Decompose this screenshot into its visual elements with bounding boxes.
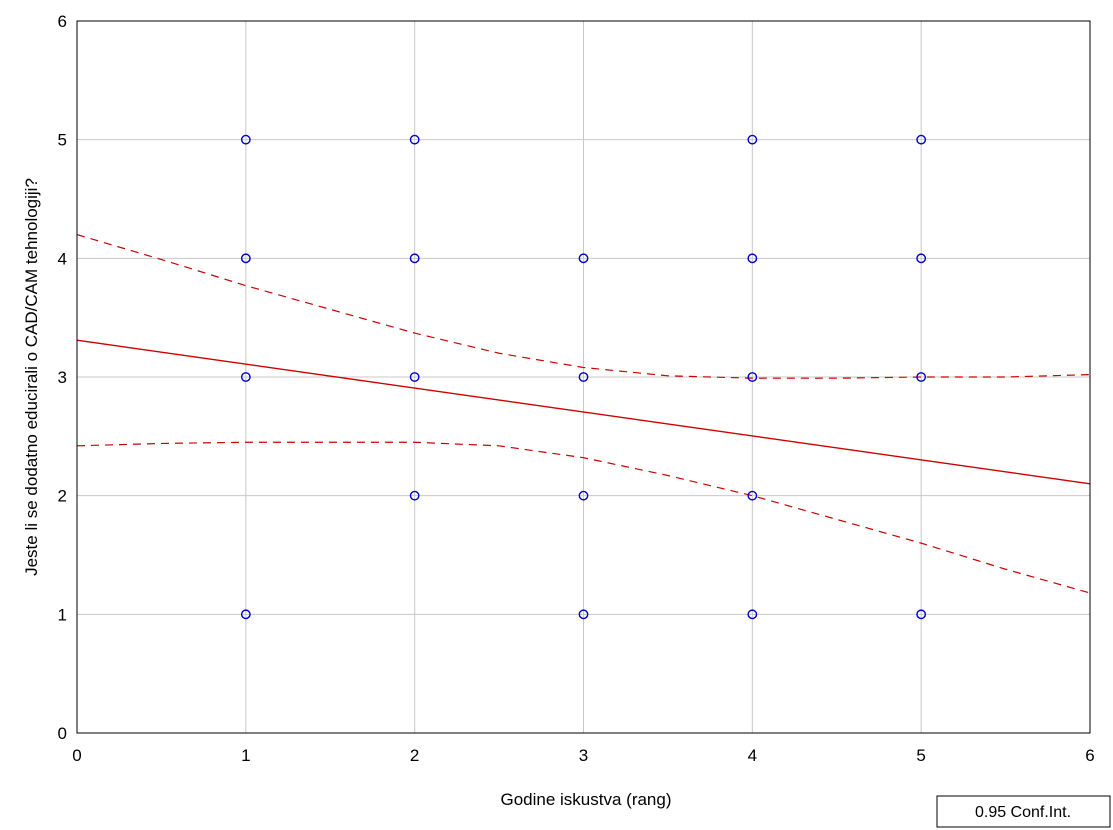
grid xyxy=(77,21,1090,733)
x-tick-label: 5 xyxy=(916,746,925,765)
data-point xyxy=(747,609,758,620)
y-tick-label: 1 xyxy=(58,605,67,624)
regression-line xyxy=(76,339,1091,485)
y-tick-label: 3 xyxy=(58,368,67,387)
legend: 0.95 Conf.Int. xyxy=(936,795,1111,828)
x-tick-label: 4 xyxy=(748,746,757,765)
x-tick-label: 3 xyxy=(579,746,588,765)
data-point xyxy=(747,372,758,382)
x-tick-label: 6 xyxy=(1085,746,1094,765)
data-point xyxy=(240,609,251,620)
ci-lower-line xyxy=(76,441,1091,594)
data-points xyxy=(240,134,927,620)
x-tick-label: 2 xyxy=(410,746,419,765)
data-point xyxy=(578,372,589,382)
plot-frame xyxy=(76,20,1091,734)
data-point xyxy=(409,253,420,264)
regression xyxy=(76,339,1091,485)
y-tick-label: 2 xyxy=(58,487,67,506)
y-tick-label: 0 xyxy=(58,724,67,743)
data-point xyxy=(916,609,927,620)
data-point xyxy=(578,609,589,620)
data-point xyxy=(578,253,589,264)
data-point xyxy=(409,134,420,145)
data-point xyxy=(747,490,758,501)
data-point xyxy=(916,134,927,145)
legend-frame xyxy=(936,795,1111,828)
legend-label: 0.95 Conf.Int. xyxy=(975,804,1071,821)
y-tick-label: 6 xyxy=(58,12,67,31)
confidence-interval xyxy=(76,234,1091,594)
x-tick-label: 0 xyxy=(72,746,81,765)
y-tick-label: 4 xyxy=(58,249,67,268)
y-tick-label: 5 xyxy=(58,131,67,150)
data-point xyxy=(409,372,420,382)
data-point xyxy=(578,490,589,501)
data-point xyxy=(747,253,758,264)
data-point xyxy=(409,490,420,501)
x-tick-label: 1 xyxy=(241,746,250,765)
y-tick-labels: 0 1 2 3 4 5 6 xyxy=(58,12,67,743)
data-point xyxy=(916,372,927,382)
data-point xyxy=(240,134,251,145)
x-tick-labels: 0 1 2 3 4 5 6 xyxy=(72,746,1094,765)
y-axis-title: Jeste li se dodatno educirali o CAD/CAM … xyxy=(22,178,41,576)
ci-upper-line xyxy=(76,234,1091,379)
data-point xyxy=(747,134,758,145)
x-axis-title: Godine iskustva (rang) xyxy=(500,790,671,809)
data-point xyxy=(240,372,251,382)
data-point xyxy=(916,253,927,264)
data-point xyxy=(240,253,251,264)
